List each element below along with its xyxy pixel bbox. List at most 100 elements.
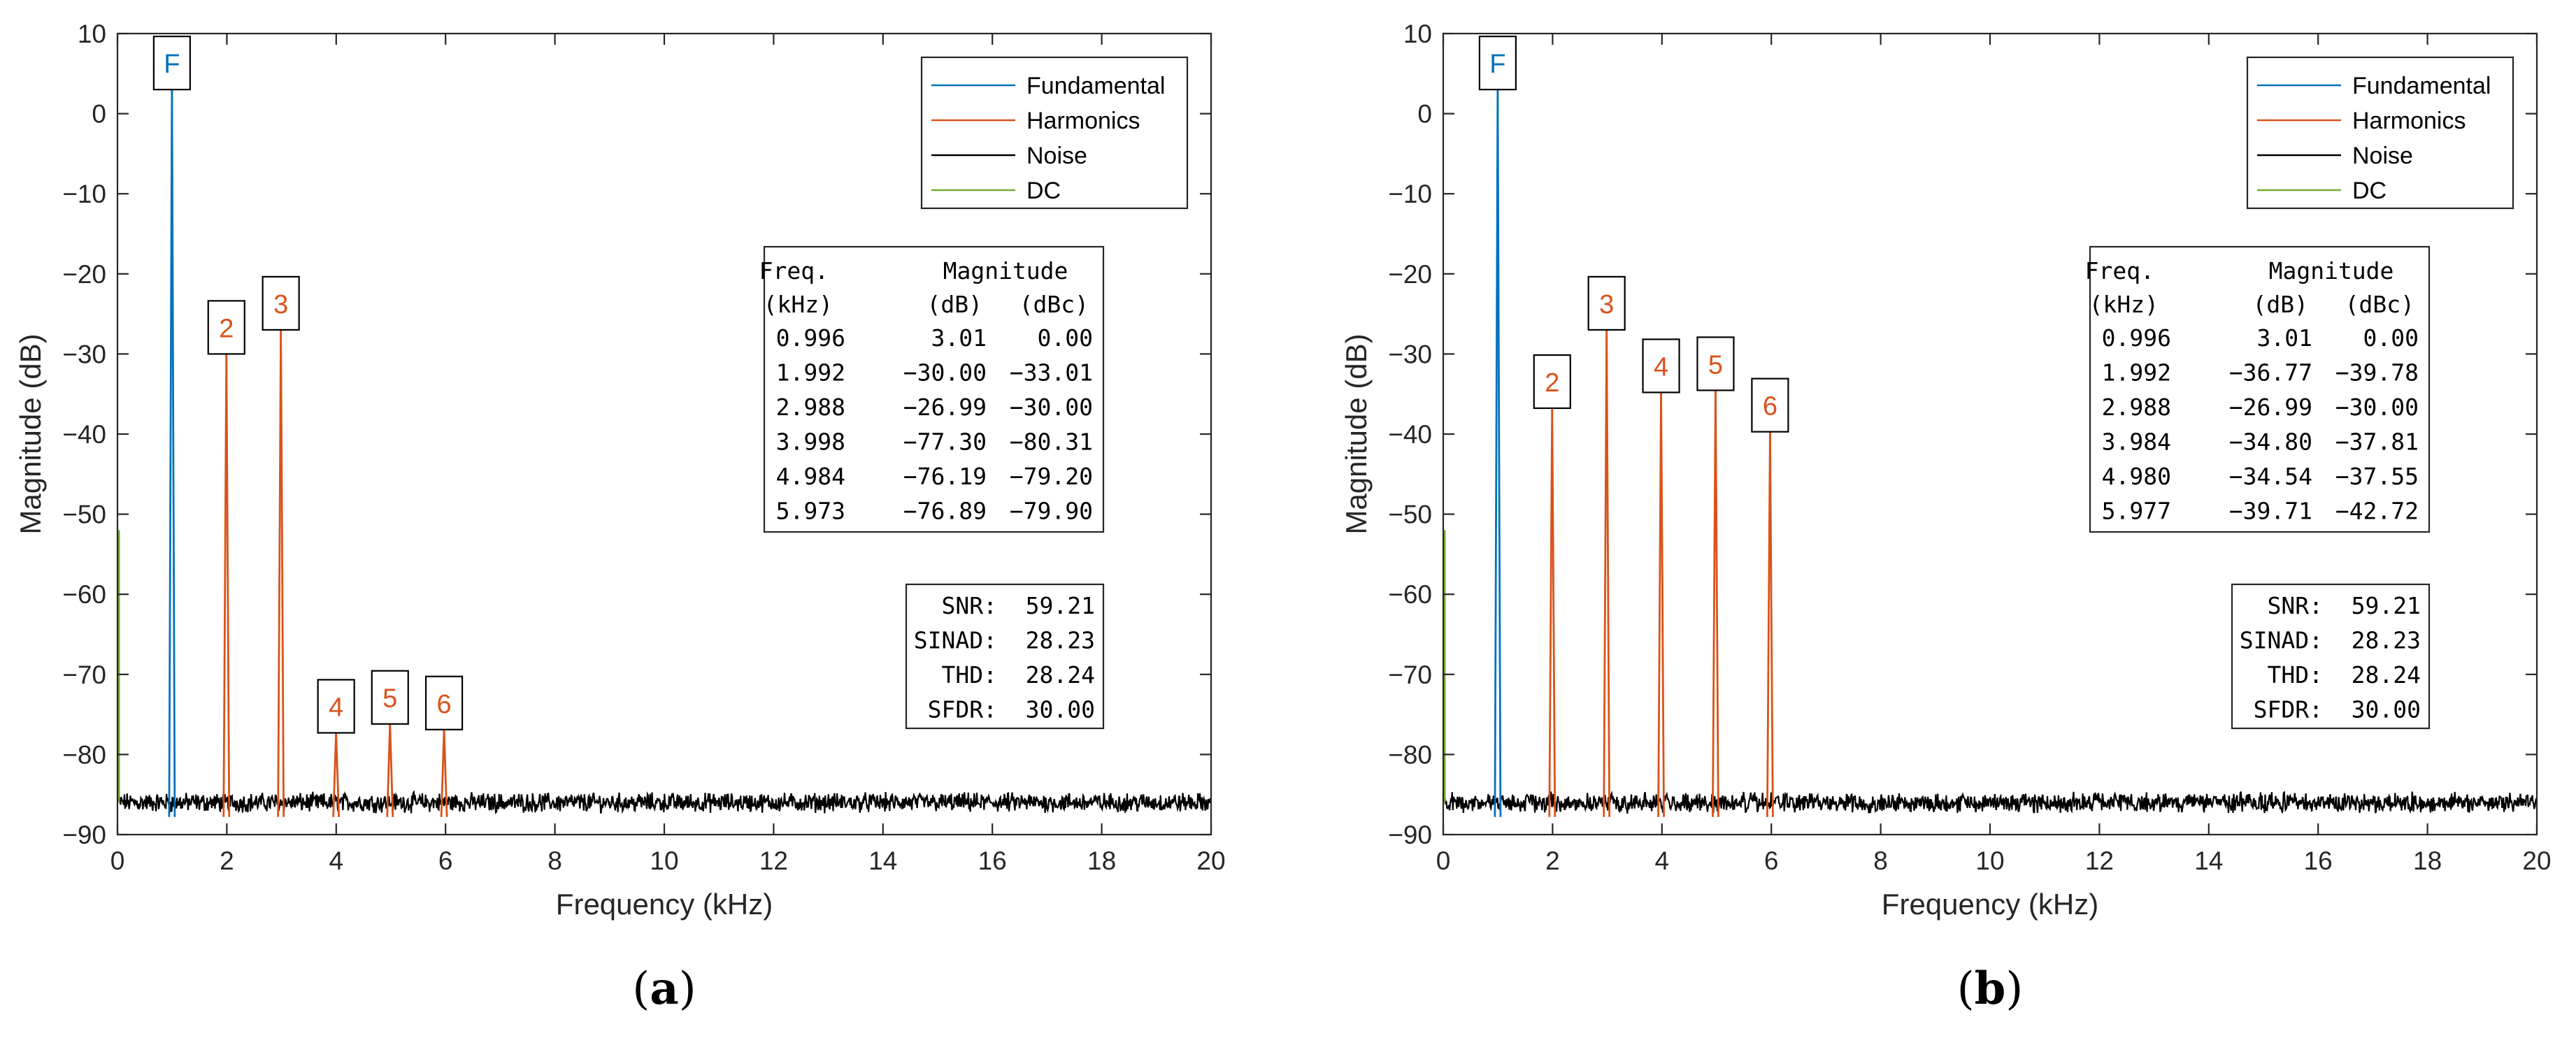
harmonic-peak-6-line-right [1769,431,1774,817]
peak-label: 2 [1545,368,1559,398]
y-tick-label: −60 [62,580,106,609]
x-axis-label: Frequency (kHz) [556,888,773,921]
table-cell: −37.81 [2335,428,2419,456]
table-cell: 0.996 [776,324,845,352]
harmonic-peak-2-line-right [225,354,231,817]
metrics-box [905,583,1105,730]
y-tick-label: 10 [78,20,106,48]
x-axis-label: Frequency (kHz) [1882,888,2098,921]
y-tick-label: −10 [62,180,106,208]
table-cell: −42.72 [2335,498,2419,525]
legend-entry: DC [2352,178,2387,204]
x-tick-label: 12 [2085,846,2114,875]
y-axis-label: Magnitude (dB) [1340,333,1373,534]
table-cell: −79.20 [1010,463,1093,490]
metric-value: 28.23 [1026,627,1095,654]
spectrum-panel-b: F 2 3 4 5 6 0 2 4 6 8 10 12 14 16 18 20 10 0 −10 −20 −30 −40 −5… [1340,20,2552,1015]
panel-label: (b) [1957,963,2024,1015]
table-cell: −76.19 [903,463,987,490]
metric-label: SNR: [942,592,997,619]
table-cell: 1.992 [2102,359,2171,387]
metric-label: SINAD: [2240,627,2323,654]
peak-label-box [1751,377,1789,433]
legend-entry: DC [1026,178,1061,204]
table-header-magnitude: Magnitude [2269,257,2394,284]
harmonic-peak-6-line-right [443,729,448,817]
y-tick-label: 0 [1417,100,1432,129]
y-tick-label: −30 [1388,340,1432,368]
table-cell: −77.30 [903,428,987,456]
harmonic-table-box [2089,245,2431,533]
x-tick-label: 16 [2304,846,2333,875]
peak-label: F [1489,50,1505,79]
x-tick-label: 18 [1087,846,1116,875]
metric-label: SINAD: [914,627,997,654]
harmonic-peak-2-line-right [1551,408,1557,817]
x-tick-label: 14 [2194,846,2223,875]
legend-box [2246,56,2514,210]
harmonic-peak-4-line-right [1660,392,1665,817]
legend-entry: Fundamental [1026,73,1165,99]
legend-entry: Noise [1026,143,1087,169]
x-tick-label: 2 [1545,846,1560,875]
x-tick-label: 20 [2522,846,2551,875]
y-tick-label: 0 [92,100,106,129]
table-header-unit: (dB) [927,291,982,318]
legend-entry: Fundamental [2352,73,2491,99]
x-tick-label: 0 [1436,846,1451,875]
y-tick-label: −80 [1388,740,1432,769]
metric-value: 59.21 [2352,592,2421,619]
table-cell: −26.99 [2229,394,2312,421]
peak-label-box [207,300,245,355]
legend-box [920,56,1189,210]
peak-label: 6 [437,690,452,719]
table-cell: 3.01 [2257,324,2312,352]
metrics-box [2231,583,2431,730]
table-cell: 0.00 [1038,324,1093,352]
peak-label: 4 [1654,352,1668,382]
y-tick-label: −80 [62,740,106,769]
legend-entry: Harmonics [2352,108,2466,134]
table-cell: −30.00 [2335,394,2419,421]
fundamental-peak-F-line-right [171,89,176,817]
x-tick-label: 10 [1975,846,2004,875]
y-tick-label: −90 [1388,821,1432,849]
table-cell: 5.973 [776,498,845,525]
panel-label-letter: b [1975,963,2006,1015]
peak-label-box [1587,275,1626,331]
x-tick-label: 10 [650,846,678,875]
noise-floor-line [1443,791,2538,814]
metric-value: 30.00 [2352,696,2421,723]
table-cell: 3.998 [776,428,845,456]
x-tick-label: 18 [2413,846,2442,875]
y-tick-label: −70 [62,661,106,689]
table-cell: −39.71 [2229,498,2312,525]
table-cell: −30.00 [903,359,987,387]
x-tick-label: 0 [110,846,125,875]
table-cell: 3.984 [2102,428,2171,456]
table-cell: 2.988 [2102,394,2171,421]
table-cell: −36.77 [2229,359,2312,387]
table-header-unit: (kHz) [2089,291,2159,318]
y-tick-label: −70 [1388,661,1432,689]
x-tick-label: 16 [978,846,1007,875]
table-cell: −34.80 [2229,428,2312,456]
table-header-unit: (kHz) [764,291,833,318]
peak-label: 4 [329,693,343,722]
legend-entry: Noise [2352,143,2413,169]
table-cell: −80.31 [1010,428,1093,456]
noise-floor-line [117,790,1212,814]
fundamental-peak-F-line-right [1496,89,1502,817]
x-tick-label: 2 [220,846,234,875]
table-cell: −33.01 [1010,359,1093,387]
y-tick-label: −40 [62,420,106,449]
peak-label-box [152,36,191,91]
table-cell: 4.980 [2102,463,2171,490]
peak-label-box [1642,338,1680,394]
table-cell: −39.78 [2335,359,2419,387]
table-cell: 1.992 [776,359,845,387]
metric-value: 28.24 [2352,661,2421,689]
peak-label-box [317,679,355,734]
x-tick-label: 12 [759,846,788,875]
